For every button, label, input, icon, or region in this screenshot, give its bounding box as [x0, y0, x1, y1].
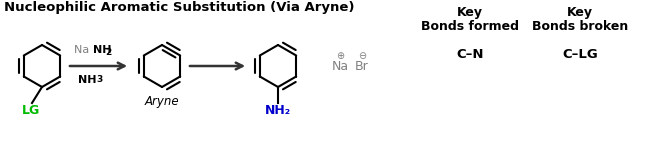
Text: 3: 3: [97, 75, 103, 84]
Text: NH: NH: [93, 45, 111, 55]
Text: NH: NH: [78, 75, 97, 85]
Text: Bonds broken: Bonds broken: [532, 20, 628, 33]
Text: Nucleophilic Aromatic Substitution (Via Aryne): Nucleophilic Aromatic Substitution (Via …: [4, 1, 355, 14]
Text: Br: Br: [355, 59, 369, 73]
Text: NH₂: NH₂: [265, 104, 291, 117]
Text: C–N: C–N: [456, 48, 484, 61]
Text: Na: Na: [74, 45, 93, 55]
Text: C–LG: C–LG: [562, 48, 598, 61]
Text: Key: Key: [457, 6, 483, 19]
Text: ⊖: ⊖: [358, 51, 366, 61]
Text: Na: Na: [332, 59, 349, 73]
Text: Bonds formed: Bonds formed: [421, 20, 519, 33]
Text: 2: 2: [105, 48, 112, 57]
Text: Aryne: Aryne: [145, 95, 180, 108]
Text: Key: Key: [567, 6, 593, 19]
Text: ⊕: ⊕: [336, 51, 344, 61]
Text: LG: LG: [22, 104, 40, 117]
